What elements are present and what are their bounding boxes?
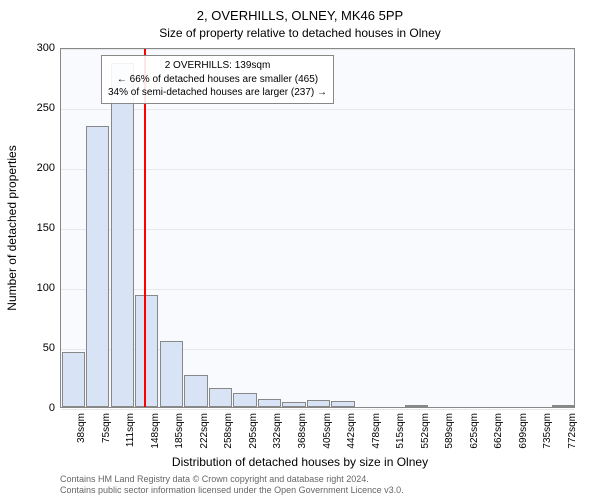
histogram-bar: [552, 405, 575, 407]
histogram-bar: [258, 399, 281, 407]
x-tick-label: 75sqm: [101, 413, 112, 443]
y-axis-label: Number of detached properties: [5, 145, 19, 310]
histogram-bar: [111, 63, 134, 407]
annotation-box: 2 OVERHILLS: 139sqm← 66% of detached hou…: [101, 55, 334, 104]
y-tick-label: 250: [37, 102, 55, 114]
y-tick-label: 200: [37, 162, 55, 174]
histogram-bar: [135, 295, 158, 407]
x-tick-label: 405sqm: [322, 413, 333, 449]
y-tick-label: 150: [37, 222, 55, 234]
x-tick-label: 295sqm: [248, 413, 259, 449]
x-axis-label: Distribution of detached houses by size …: [0, 455, 600, 469]
x-tick-label: 332sqm: [272, 413, 283, 449]
x-tick-label: 625sqm: [469, 413, 480, 449]
histogram-bar: [331, 401, 354, 407]
x-tick-label: 258sqm: [223, 413, 234, 449]
chart-footer: Contains HM Land Registry data © Crown c…: [60, 474, 404, 497]
annotation-line-1: 2 OVERHILLS: 139sqm: [108, 59, 327, 73]
annotation-line-2: ← 66% of detached houses are smaller (46…: [108, 73, 327, 87]
y-tick-label: 0: [49, 402, 55, 414]
x-tick-label: 368sqm: [297, 413, 308, 449]
chart-title-main: 2, OVERHILLS, OLNEY, MK46 5PP: [0, 8, 600, 23]
x-tick-label: 148sqm: [150, 413, 161, 449]
x-tick-label: 699sqm: [518, 413, 529, 449]
gridline: [61, 169, 574, 170]
histogram-bar: [160, 341, 183, 407]
histogram-bar: [86, 126, 109, 407]
x-tick-label: 589sqm: [444, 413, 455, 449]
y-tick-label: 100: [37, 282, 55, 294]
y-tick-label: 300: [37, 42, 55, 54]
x-tick-label: 735sqm: [542, 413, 553, 449]
gridline: [61, 49, 574, 50]
histogram-bar: [209, 388, 232, 407]
x-tick-label: 222sqm: [199, 413, 210, 449]
chart-title-sub: Size of property relative to detached ho…: [0, 26, 600, 40]
gridline: [61, 289, 574, 290]
histogram-bar: [62, 352, 85, 407]
x-tick-label: 478sqm: [371, 413, 382, 449]
footer-line-2: Contains public sector information licen…: [60, 485, 404, 496]
histogram-bar: [184, 375, 207, 407]
x-tick-label: 111sqm: [125, 413, 136, 447]
footer-line-1: Contains HM Land Registry data © Crown c…: [60, 474, 404, 485]
gridline: [61, 109, 574, 110]
x-tick-label: 772sqm: [567, 413, 578, 449]
annotation-line-3: 34% of semi-detached houses are larger (…: [108, 86, 327, 100]
histogram-bar: [233, 393, 256, 407]
plot-area: 2 OVERHILLS: 139sqm← 66% of detached hou…: [60, 48, 575, 408]
gridline: [61, 409, 574, 410]
histogram-bar: [307, 400, 330, 407]
histogram-bar: [282, 402, 305, 407]
x-tick-label: 442sqm: [346, 413, 357, 449]
chart-container: 2, OVERHILLS, OLNEY, MK46 5PP Size of pr…: [0, 0, 600, 500]
gridline: [61, 229, 574, 230]
y-tick-label: 50: [43, 342, 55, 354]
x-tick-label: 185sqm: [174, 413, 185, 449]
x-tick-label: 38sqm: [76, 413, 87, 443]
histogram-bar: [405, 405, 428, 407]
x-tick-label: 552sqm: [420, 413, 431, 449]
x-tick-label: 662sqm: [493, 413, 504, 449]
x-tick-label: 515sqm: [395, 413, 406, 449]
